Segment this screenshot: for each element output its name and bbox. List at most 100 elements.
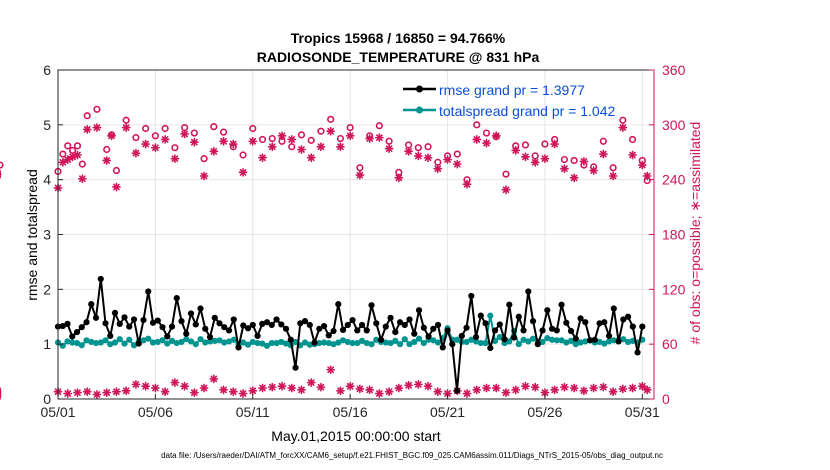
obs-rejected-point <box>642 385 652 395</box>
rmse-series-point <box>548 325 556 332</box>
obs-rejected-point <box>180 381 190 391</box>
rmse-series-point <box>206 333 214 341</box>
spread-series-point <box>178 338 185 346</box>
rmse-series-point <box>192 321 199 328</box>
x-tick-label: 05/06 <box>138 404 173 420</box>
rmse-series-point <box>539 327 546 334</box>
obs-assimilated-point <box>355 170 365 180</box>
obs-rejected-point <box>589 383 599 393</box>
obs-rejected-point <box>433 387 443 397</box>
obs-rejected-point <box>267 382 277 392</box>
rmse-series-point <box>396 319 404 326</box>
obs-rejected-point <box>63 389 73 398</box>
obs-rejected-point <box>238 389 248 398</box>
rmse-series-point <box>577 315 584 322</box>
obs-rejected-point <box>248 386 258 396</box>
spread-series-point <box>206 338 214 345</box>
obs-rejected-point <box>482 383 491 393</box>
spread-series-point <box>496 333 503 341</box>
spread-series-point <box>506 338 513 345</box>
obs-rejected-point <box>550 385 560 395</box>
legend-rmse-marker <box>416 85 423 93</box>
rmse-series-point <box>387 314 394 321</box>
rmse-series-point <box>211 314 218 321</box>
obs-assimilated-point <box>608 171 618 181</box>
spread-series-point <box>154 338 161 346</box>
obs-possible-point <box>570 156 578 165</box>
spread-series-point <box>605 338 613 345</box>
obs-rejected-point <box>209 374 219 384</box>
obs-possible-point <box>404 141 413 149</box>
rmse-series-point <box>624 313 632 320</box>
spread-series-point <box>126 336 133 343</box>
obs-assimilated-point <box>248 136 258 146</box>
rmse-series-point <box>187 310 195 317</box>
obs-rejected-point <box>0 390 2 400</box>
rmse-series-point <box>202 325 209 332</box>
chart-title: Tropics 15968 / 16850 = 94.766% <box>291 30 506 46</box>
obs-assimilated-point <box>374 133 384 143</box>
rmse-series-point <box>468 292 475 300</box>
rmse-series-point <box>354 327 361 334</box>
obs-assimilated-point <box>73 150 82 160</box>
spread-series-point <box>316 339 323 347</box>
rmse-series-point <box>263 319 271 326</box>
obs-possible-point <box>521 141 530 149</box>
rmse-series-point <box>382 323 389 330</box>
spread-series-point <box>164 340 171 347</box>
spread-series-point <box>278 338 285 346</box>
rmse-series-point <box>178 318 185 325</box>
obs-rejected-point <box>423 381 433 391</box>
spread-series-point <box>539 338 546 346</box>
rmse-series-point <box>525 288 532 295</box>
obs-assimilated-point <box>404 146 413 156</box>
spread-series-point <box>273 339 280 347</box>
rmse-series-point <box>491 327 499 334</box>
obs-rejected-point <box>345 381 355 391</box>
spread-series-point <box>430 337 437 344</box>
obs-assimilated-point <box>112 182 121 192</box>
obs-possible-point <box>288 143 296 151</box>
rmse-series-point <box>596 320 603 327</box>
x-tick-label: 05/21 <box>430 404 465 420</box>
y2-axis-label: # of obs: o=possible; ∗=assimilated <box>687 122 703 345</box>
obs-possible-point <box>336 134 345 143</box>
obs-rejected-point <box>150 383 160 393</box>
rmse-series-point <box>339 326 347 334</box>
spread-series-point <box>92 339 100 347</box>
spread-series-point <box>107 341 114 348</box>
spread-series-point <box>130 342 138 349</box>
obs-rejected-point <box>355 384 365 394</box>
rmse-series-point <box>544 307 551 314</box>
obs-assimilated-point <box>92 123 102 132</box>
obs-possible-point <box>375 122 383 130</box>
obs-possible-point <box>142 124 150 133</box>
spread-series-point <box>544 335 551 342</box>
y2-tick-label: 300 <box>662 117 686 133</box>
x-tick-label: 05/11 <box>236 404 270 420</box>
rmse-series-point <box>610 305 617 312</box>
obs-rejected-point <box>384 387 394 397</box>
spread-series-point <box>529 335 537 342</box>
rmse-series-point <box>449 341 456 348</box>
rmse-series-point <box>64 320 71 327</box>
rmse-series-point <box>244 325 252 332</box>
obs-rejected-point <box>141 381 151 391</box>
obs-possible-point <box>200 155 208 163</box>
spread-series-point <box>396 341 404 348</box>
spread-series-point <box>197 336 204 343</box>
rmse-series-point <box>411 330 418 337</box>
rmse-series-point <box>325 332 332 339</box>
obs-assimilated-point <box>560 164 569 174</box>
rmse-series-point <box>477 312 484 319</box>
rmse-series-point <box>406 316 413 323</box>
obs-assimilated-point <box>0 169 2 179</box>
rmse-series-point <box>586 337 594 344</box>
rmse-series-point <box>567 327 575 335</box>
rmse-series-point <box>501 336 508 343</box>
obs-assimilated-point <box>121 123 131 132</box>
obs-possible-point <box>541 140 549 148</box>
obs-assimilated-point <box>384 144 394 153</box>
obs-assimilated-point <box>462 179 472 189</box>
